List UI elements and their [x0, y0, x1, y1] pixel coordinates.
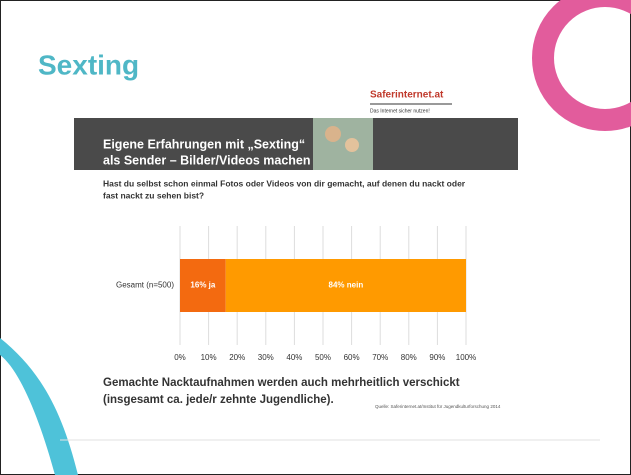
- y-tick-label: Gesamt (n=500): [116, 281, 174, 290]
- x-tick-label: 50%: [315, 353, 331, 362]
- x-tick-label: 10%: [201, 353, 217, 362]
- logo-tagline: Das Internet sicher nutzen!: [370, 108, 430, 114]
- banner-line: Eigene Erfahrungen mit „Sexting“: [103, 137, 305, 151]
- value-label: 84% nein: [329, 281, 364, 290]
- conclusion: Gemachte Nacktaufnahmen werden auch mehr…: [103, 377, 460, 389]
- question: Hast du selbst schon einmal Fotos oder V…: [103, 178, 466, 188]
- source: Quelle: Saferinternet.at/Institut für Ju…: [375, 404, 501, 409]
- photo-figure: [325, 126, 341, 142]
- question: fast nackt zu sehen bist?: [103, 190, 204, 200]
- value-label: 16% ja: [190, 281, 215, 290]
- banner-photo: [313, 118, 373, 170]
- slide-title: Sexting: [38, 49, 139, 80]
- blue-shape: [0, 338, 78, 475]
- x-tick-label: 100%: [456, 353, 476, 362]
- bar-segment: [180, 259, 226, 312]
- conclusion: (insgesamt ca. jede/r zehnte Jugendliche…: [103, 394, 334, 406]
- x-tick-label: 90%: [429, 353, 445, 362]
- x-tick-label: 70%: [372, 353, 388, 362]
- x-tick-label: 20%: [229, 353, 245, 362]
- photo-figure: [345, 138, 359, 152]
- bar-segment: [225, 259, 466, 312]
- x-tick-label: 40%: [286, 353, 302, 362]
- x-tick-label: 60%: [344, 353, 360, 362]
- x-tick-label: 30%: [258, 353, 274, 362]
- x-tick-label: 80%: [401, 353, 417, 362]
- logo-name: Saferinternet.at: [370, 90, 444, 101]
- x-tick-label: 0%: [174, 353, 186, 362]
- banner: [74, 118, 518, 170]
- pink-arc: [532, 0, 631, 131]
- banner-line: als Sender – Bilder/Videos machen: [103, 153, 311, 167]
